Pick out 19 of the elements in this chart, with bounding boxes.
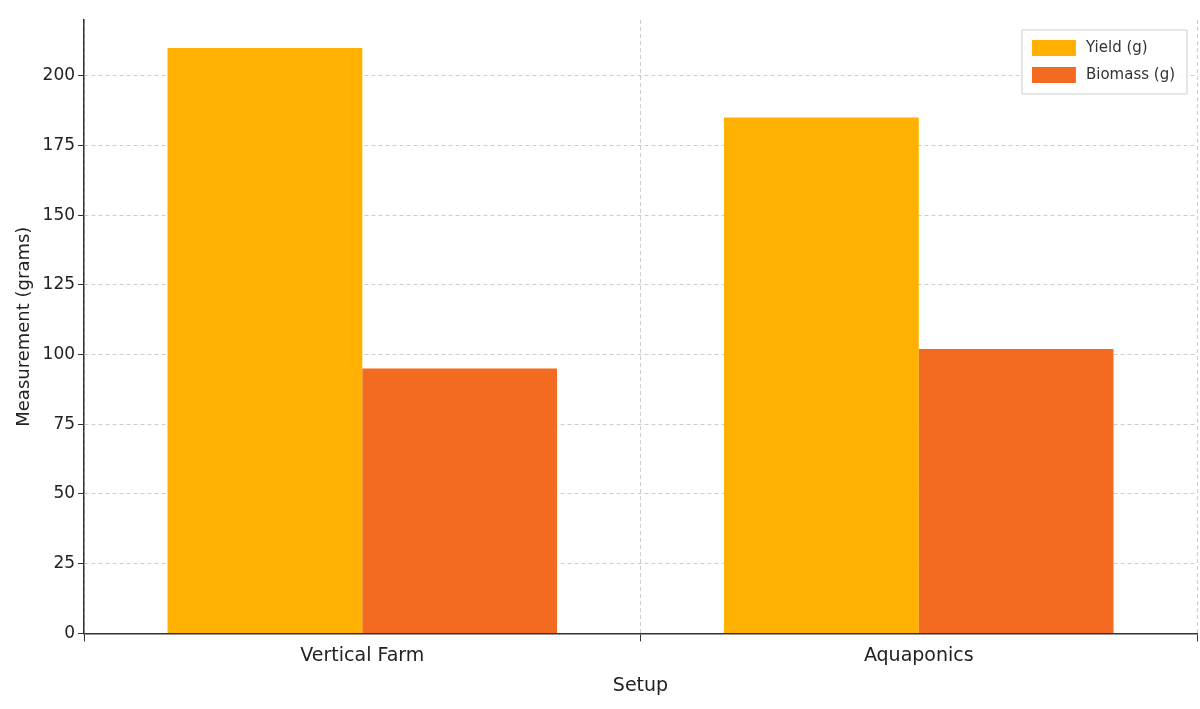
bar — [362, 368, 558, 633]
y-tick-label: 25 — [53, 552, 76, 573]
bar — [724, 117, 919, 633]
y-tick-label: 200 — [42, 64, 76, 85]
y-tick-label: 175 — [42, 133, 76, 154]
legend-label: Yield (g) — [1084, 37, 1148, 56]
x-tick-label: Vertical Farm — [300, 642, 425, 665]
x-tick-label: Aquaponics — [863, 642, 974, 665]
y-tick-label: 100 — [42, 343, 76, 363]
y-tick-label: 150 — [42, 203, 76, 224]
legend-label: Biomass (g) — [1085, 64, 1175, 83]
y-axis-title: Measurement (grams) — [12, 226, 34, 427]
x-axis-title: Setup — [612, 672, 669, 695]
bar — [167, 47, 363, 633]
y-tick-label: 50 — [53, 482, 76, 503]
y-tick-label: 75 — [53, 412, 76, 433]
y-tick-label: 0 — [64, 621, 76, 642]
bar — [918, 349, 1114, 633]
y-tick-label: 125 — [42, 273, 76, 294]
